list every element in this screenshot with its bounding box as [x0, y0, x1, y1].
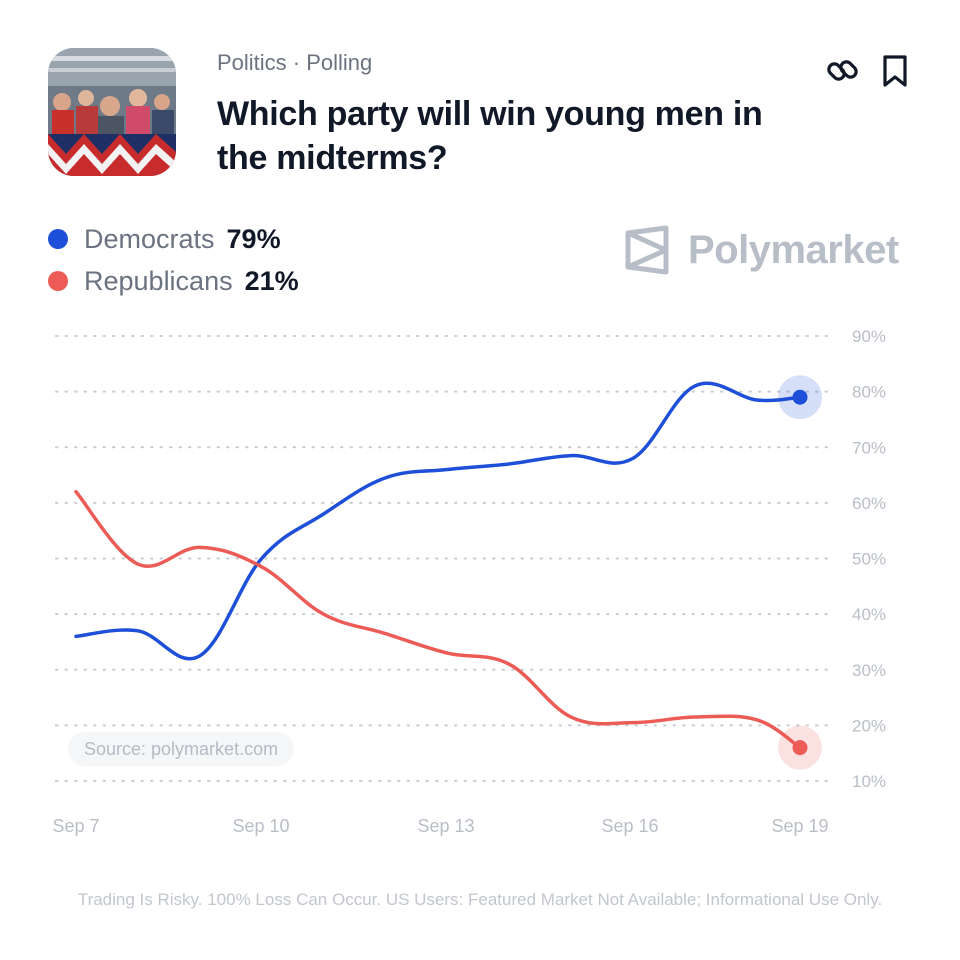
x-tick-label: Sep 13	[417, 816, 474, 836]
y-tick-label: 90%	[852, 327, 886, 346]
legend-value: 79%	[226, 223, 281, 254]
polymarket-brand: Polymarket	[624, 222, 899, 278]
market-title: Which party will win young men in the mi…	[217, 95, 763, 177]
legend-label: Republicans	[84, 265, 233, 296]
link-icon[interactable]	[826, 54, 860, 88]
y-tick-label: 60%	[852, 494, 886, 513]
legend-dot-republicans	[48, 271, 68, 291]
x-tick-label: Sep 19	[771, 816, 828, 836]
market-thumbnail	[48, 48, 176, 176]
x-tick-label: Sep 7	[52, 816, 99, 836]
legend-dot-democrats	[48, 229, 68, 249]
y-tick-label: 20%	[852, 716, 886, 735]
source-label: Source: polymarket.com	[68, 732, 295, 766]
risk-disclaimer: Trading Is Risky. 100% Loss Can Occur. U…	[77, 890, 883, 909]
legend-item-democrats: Democrats 79%	[48, 218, 299, 260]
y-tick-label: 10%	[852, 772, 886, 791]
endpoint-marker-democrats	[792, 389, 808, 405]
x-tick-label: Sep 16	[601, 816, 658, 836]
category-breadcrumb[interactable]: Politics · Polling	[217, 50, 373, 75]
x-tick-label: Sep 10	[232, 816, 289, 836]
series-line-democrats	[74, 381, 802, 661]
y-tick-label: 40%	[852, 605, 886, 624]
series-line-republicans	[74, 490, 802, 750]
bookmark-icon[interactable]	[880, 54, 914, 88]
legend-value: 21%	[244, 265, 299, 296]
polymarket-logo-icon	[625, 225, 669, 275]
chart-legend: Democrats 79% Republicans 21%	[48, 218, 299, 302]
brand-name: Polymarket	[688, 227, 899, 272]
legend-label: Democrats	[84, 223, 215, 254]
endpoint-marker-republicans	[792, 740, 808, 756]
legend-item-republicans: Republicans 21%	[48, 260, 299, 302]
y-tick-label: 70%	[852, 438, 886, 457]
y-tick-label: 80%	[852, 383, 886, 402]
y-tick-label: 50%	[852, 550, 886, 569]
y-tick-label: 30%	[852, 661, 886, 680]
probability-chart: 90% 80% 70% 60% 50% 40% 30% 20% 10% Sep 7 Sep 10 Se…	[52, 327, 886, 836]
